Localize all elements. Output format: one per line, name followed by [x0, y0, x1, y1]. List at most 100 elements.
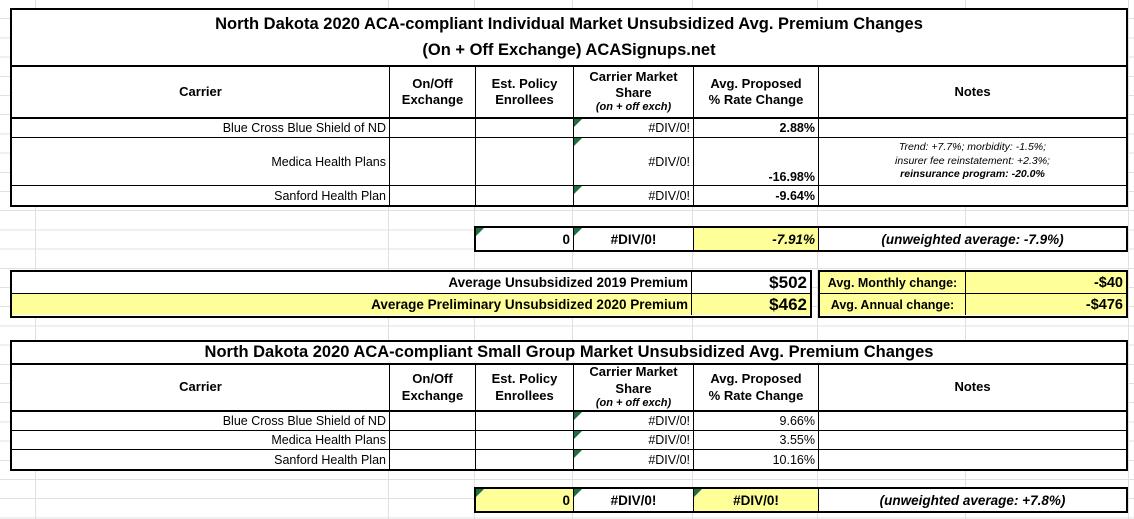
header-share-text: Carrier Market Share — [589, 365, 678, 396]
header-market-share-cell[interactable]: Carrier Market Share (on + off exch) — [574, 67, 694, 117]
enrollees-cell[interactable] — [476, 138, 574, 185]
market-share-cell[interactable]: #DIV/0! — [574, 119, 694, 137]
annual-change-value-cell[interactable]: -$476 — [1085, 296, 1123, 313]
carrier-cell[interactable]: Blue Cross Blue Shield of ND — [12, 119, 390, 137]
notes-cell[interactable] — [819, 450, 1126, 469]
total-rate-change-cell[interactable]: -7.91% — [694, 228, 819, 250]
carrier-cell[interactable]: Sanford Health Plan — [12, 450, 390, 469]
notes-cell[interactable]: Trend: +7.7%; morbidity: -1.5%; insurer … — [819, 138, 1126, 185]
header-notes-cell[interactable]: Notes — [954, 379, 991, 395]
notes-line1: Trend: +7.7%; morbidity: -1.5%; — [898, 141, 1047, 154]
total-rate-change-cell[interactable]: #DIV/0! — [694, 489, 819, 511]
premium-2019-row: Average Unsubsidized 2019 Premium $502 — [12, 272, 810, 294]
header-rate-change-cell[interactable]: Avg. Proposed % Rate Change — [694, 67, 819, 117]
error-indicator-icon — [694, 489, 702, 497]
carrier-cell[interactable]: Medica Health Plans — [12, 138, 390, 185]
enrollees-cell[interactable] — [476, 431, 574, 449]
header-carrier-cell[interactable]: Carrier — [12, 365, 390, 410]
gridline-vertical — [474, 0, 475, 519]
enrollees-cell[interactable] — [476, 412, 574, 430]
gridline-vertical — [1128, 0, 1129, 519]
small-group-header-row: Carrier On/Off Exchange Est. Policy Enro… — [12, 365, 1126, 412]
exchange-cell[interactable] — [390, 186, 476, 205]
enrollees-cell[interactable] — [476, 186, 574, 205]
header-share-text: Carrier Market Share — [589, 68, 678, 101]
rate-change-cell[interactable]: -16.98% — [694, 138, 819, 185]
title-line1: North Dakota 2020 ACA-compliant Individu… — [215, 14, 923, 33]
market-share-cell[interactable]: #DIV/0! — [574, 138, 694, 185]
error-indicator-icon — [574, 138, 582, 146]
gridline-vertical — [692, 0, 693, 519]
table-row: Blue Cross Blue Shield of ND #DIV/0! 2.8… — [12, 119, 1126, 138]
rate-change-cell[interactable]: 3.55% — [694, 431, 819, 449]
notes-cell[interactable] — [819, 119, 1126, 137]
rate-change-cell[interactable]: 2.88% — [694, 119, 819, 137]
error-indicator-icon — [574, 119, 582, 127]
header-exchange-cell[interactable]: On/Off Exchange — [390, 365, 476, 410]
annual-change-label-cell[interactable]: Avg. Annual change: — [820, 294, 966, 315]
carrier-cell[interactable]: Sanford Health Plan — [12, 186, 390, 205]
total-market-share-cell[interactable]: #DIV/0! — [574, 489, 694, 511]
rate-change-cell[interactable]: -9.64% — [694, 186, 819, 205]
notes-cell[interactable] — [819, 186, 1126, 205]
carrier-cell[interactable]: Medica Health Plans — [12, 431, 390, 449]
individual-market-table: North Dakota 2020 ACA-compliant Individu… — [10, 8, 1128, 207]
carrier-cell[interactable]: Blue Cross Blue Shield of ND — [12, 412, 390, 430]
small-group-table-title[interactable]: North Dakota 2020 ACA-compliant Small Gr… — [12, 342, 1126, 365]
header-market-share-cell[interactable]: Carrier Market Share (on + off exch) — [574, 365, 694, 410]
table-row: Medica Health Plans #DIV/0! -16.98% Tren… — [12, 138, 1126, 186]
header-notes-cell[interactable]: Notes — [954, 83, 991, 99]
table-row: Blue Cross Blue Shield of ND #DIV/0! 9.6… — [12, 412, 1126, 431]
table-row: Medica Health Plans #DIV/0! 3.55% — [12, 431, 1126, 450]
header-enrollees-cell[interactable]: Est. Policy Enrollees — [476, 365, 574, 410]
monthly-change-value-cell[interactable]: -$40 — [1093, 274, 1123, 291]
notes-line2: insurer fee reinstatement: +2.3%; — [895, 154, 1050, 167]
enrollees-cell[interactable] — [476, 450, 574, 469]
premium-2019-value-cell[interactable]: $502 — [769, 272, 807, 292]
market-share-cell[interactable]: #DIV/0! — [574, 450, 694, 469]
exchange-cell[interactable] — [390, 138, 476, 185]
title-line: North Dakota 2020 ACA-compliant Small Gr… — [204, 342, 934, 361]
header-exchange-cell[interactable]: On/Off Exchange — [390, 67, 476, 117]
avg-change-box: Avg. Monthly change: -$40 Avg. Annual ch… — [818, 270, 1128, 318]
small-group-market-table: North Dakota 2020 ACA-compliant Small Gr… — [10, 340, 1128, 471]
header-enrollees-cell[interactable]: Est. Policy Enrollees — [476, 67, 574, 117]
market-share-cell[interactable]: #DIV/0! — [574, 431, 694, 449]
error-indicator-icon — [574, 412, 582, 420]
enrollees-cell[interactable] — [476, 119, 574, 137]
exchange-cell[interactable] — [390, 431, 476, 449]
individual-table-title[interactable]: North Dakota 2020 ACA-compliant Individu… — [12, 10, 1126, 67]
rate-change-cell[interactable]: 10.16% — [694, 450, 819, 469]
unweighted-average-cell[interactable]: (unweighted average: -7.9%) — [881, 231, 1064, 247]
exchange-cell[interactable] — [390, 412, 476, 430]
total-market-share-cell[interactable]: #DIV/0! — [574, 228, 694, 250]
exchange-cell[interactable] — [390, 119, 476, 137]
header-carrier-cell[interactable]: Carrier — [12, 67, 390, 117]
title-line2: (On + Off Exchange) ACASignups.net — [422, 40, 716, 59]
notes-cell[interactable] — [819, 431, 1126, 449]
rate-change-cell[interactable]: 9.66% — [694, 412, 819, 430]
table-row: Sanford Health Plan #DIV/0! -9.64% — [12, 186, 1126, 205]
premium-2020-label-cell[interactable]: Average Preliminary Unsubsidized 2020 Pr… — [12, 294, 692, 315]
gridline-vertical — [388, 0, 389, 519]
error-indicator-icon — [574, 450, 582, 458]
premium-summary-box: Average Unsubsidized 2019 Premium $502 A… — [10, 270, 812, 318]
exchange-cell[interactable] — [390, 450, 476, 469]
premium-2019-label-cell[interactable]: Average Unsubsidized 2019 Premium — [12, 272, 692, 293]
monthly-change-row: Avg. Monthly change: -$40 — [820, 272, 1126, 294]
premium-2020-value-cell[interactable]: $462 — [769, 294, 807, 314]
notes-cell[interactable] — [819, 412, 1126, 430]
monthly-change-label-cell[interactable]: Avg. Monthly change: — [820, 272, 966, 293]
error-indicator-icon — [476, 489, 484, 497]
market-share-cell[interactable]: #DIV/0! — [574, 412, 694, 430]
total-enrollees-cell[interactable]: 0 — [476, 489, 574, 511]
gridline-vertical — [817, 0, 818, 519]
total-enrollees-cell[interactable]: 0 — [476, 228, 574, 250]
market-share-cell[interactable]: #DIV/0! — [574, 186, 694, 205]
unweighted-average-cell[interactable]: (unweighted average: +7.8%) — [879, 492, 1066, 508]
header-rate-change-cell[interactable]: Avg. Proposed % Rate Change — [694, 365, 819, 410]
error-indicator-icon — [574, 186, 582, 194]
error-indicator-icon — [574, 489, 582, 497]
small-group-totals-row: 0 #DIV/0! #DIV/0! (unweighted average: +… — [474, 487, 1128, 513]
